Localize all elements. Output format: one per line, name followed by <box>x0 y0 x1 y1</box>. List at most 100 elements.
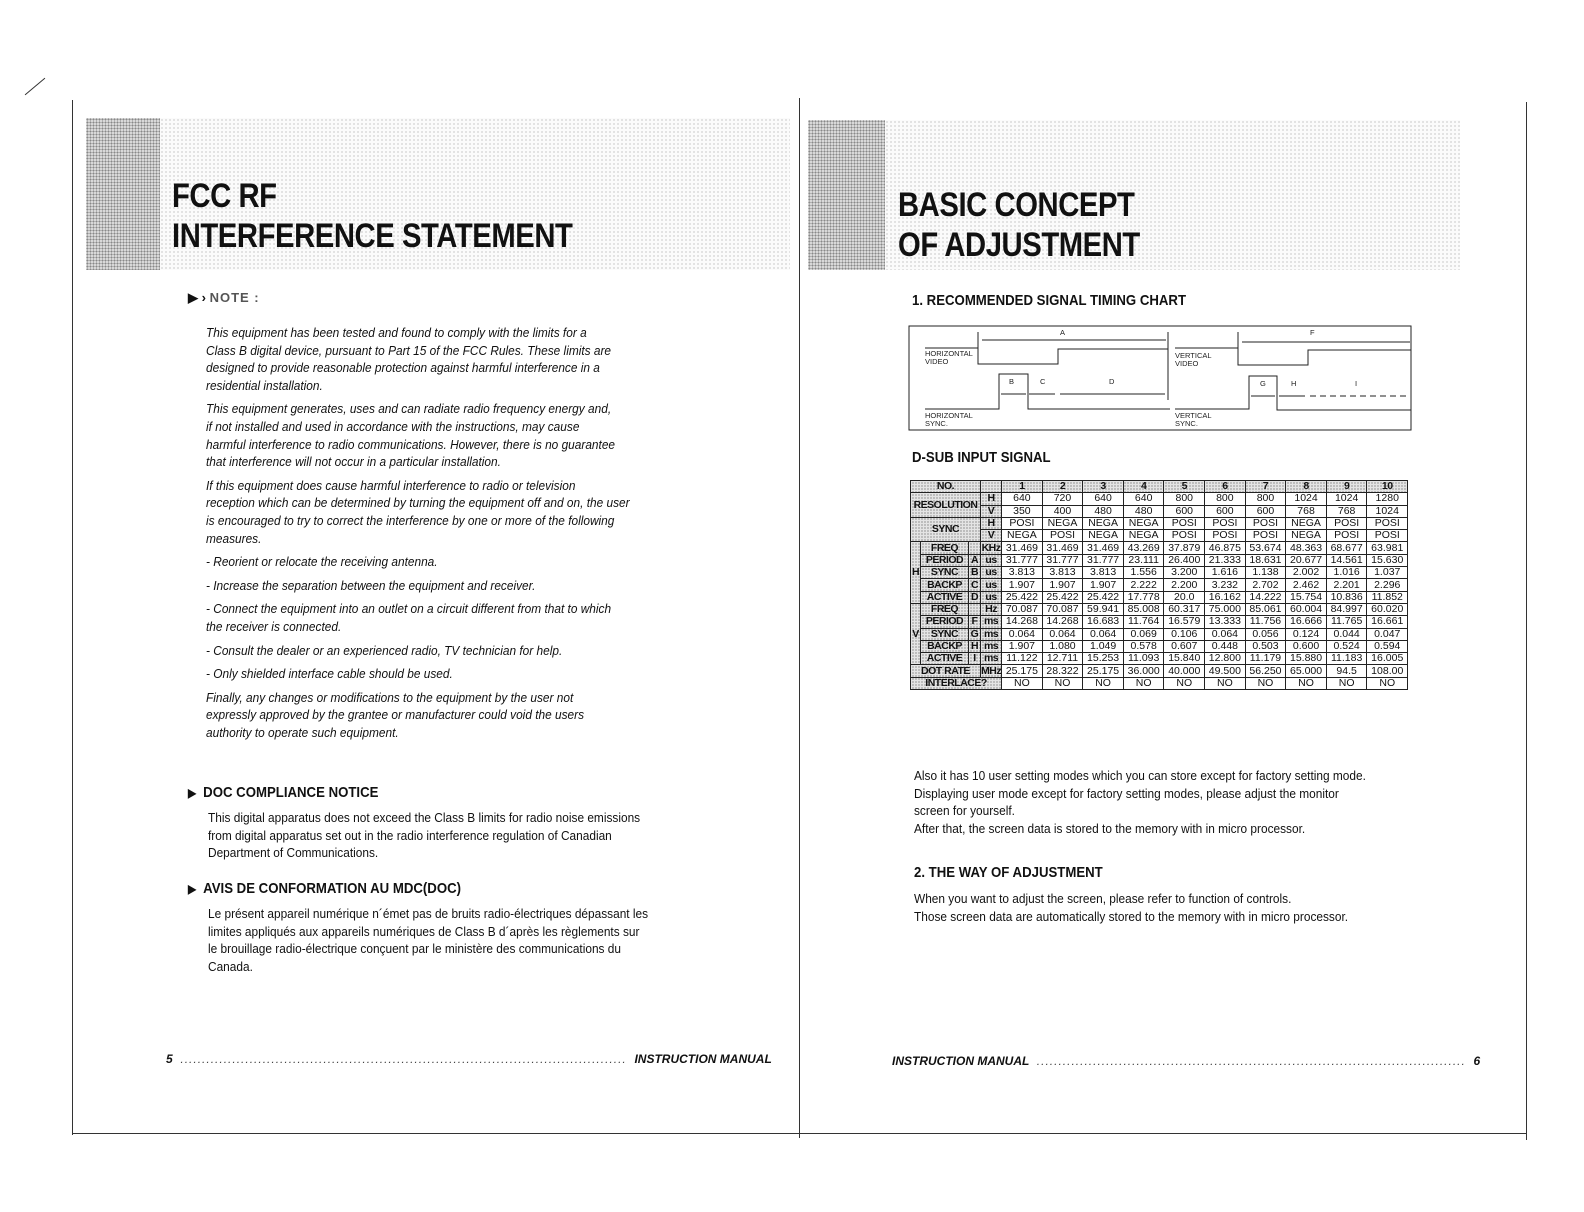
table-cell: 11.756 <box>1244 615 1287 629</box>
table-cell: 12.711 <box>1041 652 1084 666</box>
note-paragraph: This equipment has been tested and found… <box>206 324 677 394</box>
table-cell: 350 <box>1001 504 1043 518</box>
row-letter: B <box>968 566 981 580</box>
table-cell: 31.777 <box>1041 553 1084 568</box>
text-line: Le présent appareil numérique n´émet pas… <box>208 906 649 921</box>
h-sync-waveform <box>925 373 1170 410</box>
table-cell: 1.907 <box>1001 639 1043 654</box>
table-cell: 11.179 <box>1244 652 1287 666</box>
table-cell: 640 <box>1122 492 1165 506</box>
table-row: V FREQ Hz 70.087 70.087 59.941 85.008 60.317 75.… <box>910 602 1409 666</box>
table-cell: 800 <box>1204 492 1246 506</box>
table-cell: 15.630 <box>1366 553 1409 568</box>
table-cell: NEGA <box>1001 529 1043 543</box>
dsub-signal-table: NO. 1 2 3 4 5 6 7 8 9 10 RESOLUTION H 640 720 640 640 800… <box>909 479 1409 691</box>
title-band <box>160 118 790 270</box>
table-cell: 2.296 <box>1366 578 1409 592</box>
bottom-edge <box>72 1133 1527 1134</box>
text-line: This equipment has been tested and found… <box>206 325 587 340</box>
header-cell: NO. <box>910 479 981 494</box>
triangle-bullet-icon: ▶ <box>188 882 197 896</box>
text-line: Class B digital device, pursuant to Part… <box>206 342 612 358</box>
table-cell: 480 <box>1122 504 1165 518</box>
letter-g: G <box>1260 379 1266 388</box>
letter-h: H <box>1291 379 1296 388</box>
table-cell: 2.462 <box>1285 578 1327 592</box>
table-cell: NO <box>1001 676 1043 691</box>
group-label: V <box>910 602 921 666</box>
text-line: is encouraged to try to correct the inte… <box>206 512 615 528</box>
text-line: harmful interference to radio communicat… <box>206 436 616 452</box>
table-cell: 11.122 <box>1001 652 1043 666</box>
row-letter: G <box>968 627 981 641</box>
left-page-edge <box>72 100 73 1135</box>
title-line: BASIC CONCEPT <box>898 186 1135 224</box>
table-cell: 720 <box>1041 492 1084 506</box>
table-cell: 56.250 <box>1244 664 1287 678</box>
text-line: limites appliqués aux appareils numériqu… <box>208 923 640 939</box>
section-heading: D-SUB INPUT SIGNAL <box>912 449 1051 466</box>
table-cell: 1.907 <box>1041 578 1084 592</box>
title-line: OF ADJUSTMENT <box>898 226 1140 264</box>
table-cell: 800 <box>1244 492 1287 506</box>
table-row: SYNC H POSI NEGA NEGA NEGA POSI POSI POSI NEGA POS… <box>910 516 1409 543</box>
table-cell: 0.607 <box>1163 639 1206 654</box>
note-text: This equipment has been tested and found… <box>206 324 677 747</box>
table-cell: 11.852 <box>1366 590 1409 604</box>
table-cell: 13.333 <box>1204 615 1246 629</box>
table-cell: 31.777 <box>1082 553 1124 568</box>
note-paragraph: - Reorient or relocate the receiving ant… <box>206 553 677 571</box>
text-line: - Connect the equipment into an outlet o… <box>206 601 612 617</box>
table-cell: NEGA <box>1082 516 1124 531</box>
table-cell: 18.631 <box>1244 553 1287 568</box>
letter-a: A <box>1060 328 1065 337</box>
row-label: PERIOD <box>920 553 969 568</box>
row-unit: ms <box>979 639 1003 654</box>
table-cell: 84.997 <box>1325 602 1368 617</box>
table-cell: 43.269 <box>1122 541 1165 555</box>
table-cell: 31.777 <box>1001 553 1043 568</box>
column-header: 6 <box>1204 479 1246 494</box>
diagram-label: VIDEO <box>1175 359 1199 368</box>
note-paragraph: - Consult the dealer or an experienced r… <box>206 642 677 660</box>
text-line: - Increase the separation between the eq… <box>206 577 536 593</box>
title-block-accent <box>86 118 160 270</box>
avis-text: Le présent appareil numérique n´émet pas… <box>208 905 697 975</box>
table-cell: NO <box>1082 676 1124 691</box>
table-cell: POSI <box>1244 516 1287 531</box>
column-header: 2 <box>1041 479 1084 494</box>
row-letter: A <box>968 553 981 568</box>
v-video-waveform <box>1175 347 1411 366</box>
table-cell: 94.5 <box>1325 664 1368 678</box>
letter-i: I <box>1355 379 1357 388</box>
table-cell: 0.124 <box>1285 627 1327 641</box>
table-cell: 2.702 <box>1244 578 1287 592</box>
table-cell: 59.941 <box>1082 602 1124 617</box>
table-cell: 3.813 <box>1001 566 1043 580</box>
table-cell: 21.333 <box>1204 553 1246 568</box>
table-cell: NO <box>1244 676 1287 691</box>
row-label: INTERLACE? <box>909 676 1003 691</box>
title-block-accent <box>808 120 885 270</box>
table-cell: 3.813 <box>1041 566 1084 580</box>
table-cell: 85.061 <box>1244 602 1287 617</box>
row-unit: us <box>979 553 1003 568</box>
group-label: H <box>910 541 921 604</box>
title-band <box>885 120 1460 270</box>
row-unit: us <box>979 590 1003 604</box>
text-line: Displaying user mode except for factory … <box>914 785 1339 801</box>
triangle-bullet-icon: ▶ <box>188 786 197 800</box>
table-cell: 16.579 <box>1163 615 1206 629</box>
text-line: that interference will not occur in a pa… <box>206 454 501 470</box>
row-letter: I <box>968 652 981 666</box>
table-cell: 25.422 <box>1082 590 1124 604</box>
axis-cell: H <box>979 492 1003 506</box>
diagram-frame <box>908 325 1412 431</box>
table-cell: POSI <box>1163 516 1206 531</box>
table-row: NO. 1 2 3 4 5 6 7 8 9 10 <box>910 479 1409 494</box>
table-row: INTERLACE? NO NO NO NO NO NO NO NO NO NO <box>909 676 1409 691</box>
table-cell: 16.683 <box>1082 615 1124 629</box>
